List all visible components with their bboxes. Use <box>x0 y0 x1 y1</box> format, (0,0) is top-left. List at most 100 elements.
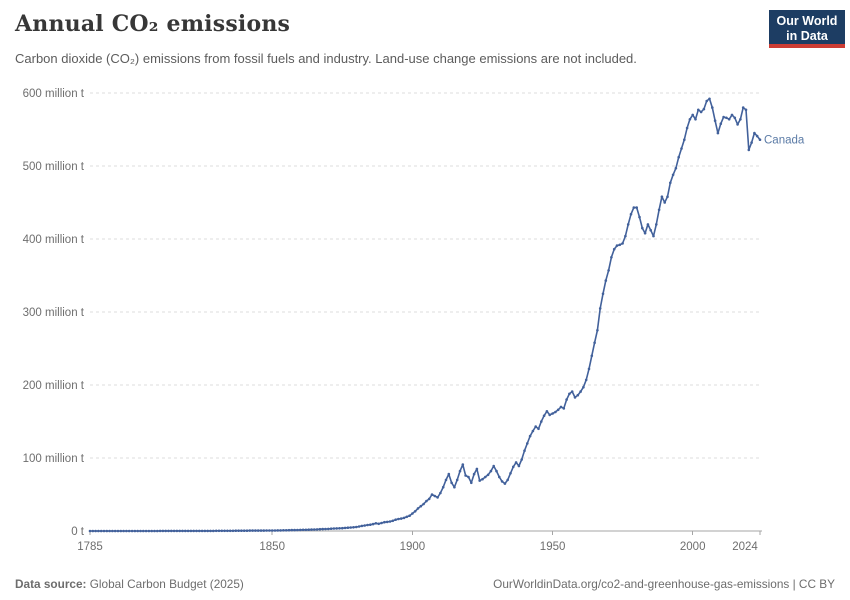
data-point-marker <box>248 529 252 532</box>
data-point-marker <box>178 529 181 533</box>
emissions-line-canada <box>89 98 761 532</box>
data-point-marker <box>170 529 173 533</box>
data-point-marker <box>394 518 397 521</box>
data-point-marker <box>694 118 697 121</box>
data-point-marker <box>172 529 176 533</box>
data-point-marker <box>733 116 737 120</box>
data-point-marker <box>254 529 257 532</box>
data-point-marker <box>153 529 156 533</box>
data-point-marker <box>214 529 218 533</box>
data-point-marker <box>542 414 546 418</box>
data-point-marker <box>615 244 619 247</box>
data-point-marker <box>217 529 221 533</box>
data-point-marker <box>427 497 431 501</box>
data-point-marker <box>657 208 661 212</box>
data-point-marker <box>498 475 501 479</box>
data-point-marker <box>478 479 482 482</box>
data-point-marker <box>747 148 751 152</box>
y-tick-label: 0 t <box>71 526 85 538</box>
data-point-marker <box>357 525 361 528</box>
data-point-marker <box>352 526 355 529</box>
data-point-marker <box>683 138 686 141</box>
data-point-marker <box>139 529 142 533</box>
data-point-marker <box>167 529 170 533</box>
data-point-marker <box>130 529 134 533</box>
data-point-marker <box>576 393 580 397</box>
data-point-marker <box>366 523 369 527</box>
data-point-marker <box>722 115 725 119</box>
data-point-marker <box>433 494 437 498</box>
data-point-marker <box>730 113 734 117</box>
data-point-marker <box>725 116 728 120</box>
data-point-marker <box>321 527 325 531</box>
data-point-marker <box>453 485 456 489</box>
data-point-marker <box>680 147 683 150</box>
data-point-marker <box>133 529 137 533</box>
data-point-marker <box>652 234 655 238</box>
data-point-marker <box>450 481 453 485</box>
data-point-marker <box>489 469 493 473</box>
data-point-marker <box>251 529 254 532</box>
data-point-marker <box>629 212 633 216</box>
data-point-marker <box>329 527 333 530</box>
data-point-marker <box>711 106 714 109</box>
data-point-marker <box>584 378 588 382</box>
data-point-marker <box>610 255 613 259</box>
data-point-marker <box>472 472 476 476</box>
data-point-marker <box>262 529 266 532</box>
data-point-marker <box>175 529 179 533</box>
data-point-marker <box>158 529 162 533</box>
data-point-marker <box>422 502 425 506</box>
data-point-marker <box>677 155 680 159</box>
data-point-marker <box>369 523 372 526</box>
data-point-marker <box>270 529 274 532</box>
data-point-marker <box>119 529 123 533</box>
data-point-marker <box>699 110 703 114</box>
data-point-marker <box>307 528 311 531</box>
data-point-marker <box>425 499 428 503</box>
y-tick-label: 100 million t <box>23 453 85 465</box>
data-point-marker <box>228 529 232 533</box>
data-point-marker <box>691 113 694 117</box>
x-tick-label: 1850 <box>259 541 285 553</box>
owid-logo-line2: in Data <box>786 29 828 43</box>
data-point-marker <box>293 528 296 532</box>
data-point-marker <box>643 231 647 235</box>
data-point-marker <box>646 223 650 226</box>
data-point-marker <box>618 243 622 247</box>
data-point-marker <box>548 413 551 417</box>
data-point-marker <box>568 392 571 396</box>
data-point-marker <box>492 464 496 468</box>
data-point-marker <box>601 292 605 296</box>
x-tick-label: 2000 <box>680 541 706 553</box>
chart-subtitle: Carbon dioxide (CO₂) emissions from foss… <box>15 51 637 66</box>
data-point-marker <box>99 529 103 533</box>
data-point-marker <box>671 173 675 177</box>
data-point-marker <box>570 390 574 393</box>
data-point-marker <box>688 118 692 121</box>
data-point-marker <box>655 223 658 226</box>
y-tick-label: 600 million t <box>23 88 85 100</box>
data-point-marker <box>545 410 549 413</box>
data-point-marker <box>582 385 585 389</box>
chart-footer: Data source: Global Carbon Budget (2025)… <box>15 577 835 591</box>
data-point-marker <box>97 529 100 533</box>
data-point-marker <box>514 461 518 464</box>
series-label-canada: Canada <box>764 135 805 147</box>
data-point-marker <box>335 527 339 530</box>
data-point-marker <box>102 529 106 533</box>
data-point-marker <box>122 529 125 533</box>
data-point-marker <box>338 527 341 530</box>
data-point-marker <box>758 138 762 141</box>
owid-logo: Our World in Data <box>769 10 845 48</box>
data-point-marker <box>750 141 753 144</box>
data-point-marker <box>142 529 145 533</box>
chart-title: Annual CO₂ emissions <box>15 11 291 37</box>
data-point-marker <box>346 526 350 529</box>
owid-logo-line1: Our World <box>776 14 838 28</box>
data-point-marker <box>127 529 131 533</box>
data-source-value: Global Carbon Budget (2025) <box>86 577 244 591</box>
data-point-marker <box>189 529 193 533</box>
y-tick-label: 400 million t <box>23 234 85 246</box>
